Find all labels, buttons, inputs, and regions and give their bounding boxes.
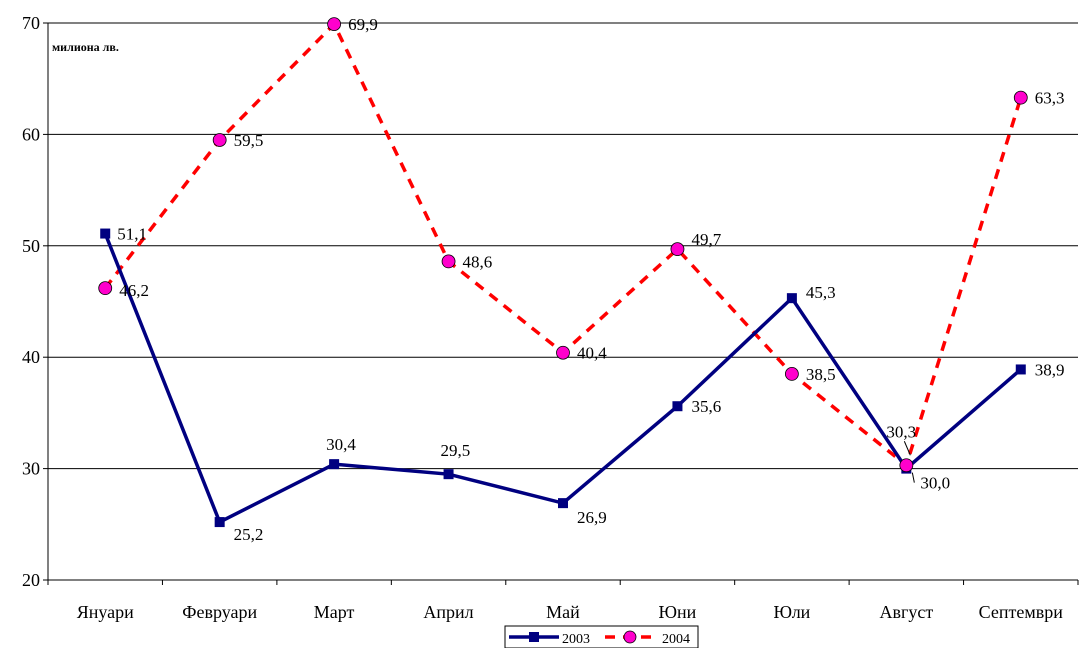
point-2003: [558, 498, 568, 509]
x-tick-label: Януари: [77, 602, 134, 622]
x-tick-label: Февруари: [182, 602, 257, 622]
legend-marker-2003: [529, 632, 539, 642]
legend: 2003 2004: [504, 625, 699, 648]
x-tick-label: Май: [546, 602, 580, 622]
data-label-2003: 35,6: [691, 397, 721, 416]
data-label-2003: 30,4: [326, 435, 356, 454]
point-2003: [1015, 364, 1026, 375]
data-label-2003: 51,1: [117, 225, 147, 244]
legend-box: [504, 625, 699, 648]
point-2004: [784, 367, 799, 381]
point-2003: [214, 517, 225, 528]
x-tick-label: Август: [879, 602, 933, 622]
series-line-2004: [103, 21, 1023, 469]
point-2004: [670, 242, 685, 257]
y-tick-label: 70: [22, 13, 40, 33]
data-label-2003: 30,0: [920, 474, 950, 493]
data-labels: 51,1 25,2 30,4 29,5 26,9 35,6 45,3 30,0 38,9 46,2…: [117, 15, 1064, 544]
data-label-2003: 25,2: [234, 525, 264, 544]
gridlines: [48, 22, 1078, 470]
data-label-2004: 38,5: [806, 365, 836, 384]
legend-label-2003: 2003: [562, 632, 590, 647]
data-label-2003: 38,9: [1035, 360, 1065, 379]
data-label-2004: 30,3: [886, 422, 916, 441]
axes: 20 30 40 50 60 70 Януари Февруари Март Април Май Юн…: [22, 13, 1079, 622]
y-tick-label: 60: [22, 124, 40, 144]
data-label-2004: 63,3: [1035, 89, 1065, 108]
point-2004: [327, 17, 342, 32]
y-tick-label: 30: [22, 459, 40, 479]
series-line-2003: [103, 232, 1022, 525]
leader-line: [911, 472, 915, 483]
data-label-2003: 45,3: [806, 283, 836, 302]
y-tick-label: 50: [22, 236, 40, 256]
point-2004: [98, 281, 113, 296]
x-tick-label: Април: [423, 602, 473, 622]
x-tick-label: Септември: [979, 602, 1064, 622]
point-2003: [786, 293, 797, 304]
point-2004: [212, 133, 227, 147]
data-label-2004: 49,7: [691, 230, 721, 249]
point-2003: [443, 469, 454, 480]
data-label-2004: 69,9: [348, 15, 378, 34]
legend-label-2004: 2004: [662, 632, 690, 647]
data-label-2003: 26,9: [577, 508, 607, 527]
data-label-2004: 40,4: [577, 344, 607, 363]
data-label-2004: 59,5: [234, 131, 264, 150]
data-label-2004: 48,6: [463, 252, 493, 271]
point-2004: [556, 345, 570, 360]
point-2004: [1013, 90, 1028, 105]
point-2003: [329, 459, 340, 470]
data-label-2003: 29,5: [441, 441, 471, 460]
unit-label: милиона лв.: [52, 40, 119, 54]
point-2003: [672, 401, 683, 412]
x-tick-label: Март: [314, 602, 355, 622]
x-tick-label: Юни: [659, 602, 697, 622]
x-tick-label: Юли: [773, 602, 810, 622]
data-label-2004: 46,2: [119, 281, 149, 300]
series: [98, 17, 1028, 528]
point-2004: [441, 254, 456, 269]
point-2004: [899, 458, 914, 473]
leader-line: [903, 441, 911, 456]
point-2003: [100, 228, 111, 239]
legend-marker-2004: [623, 630, 637, 644]
y-tick-label: 40: [22, 347, 40, 367]
y-tick-label: 20: [22, 570, 40, 590]
